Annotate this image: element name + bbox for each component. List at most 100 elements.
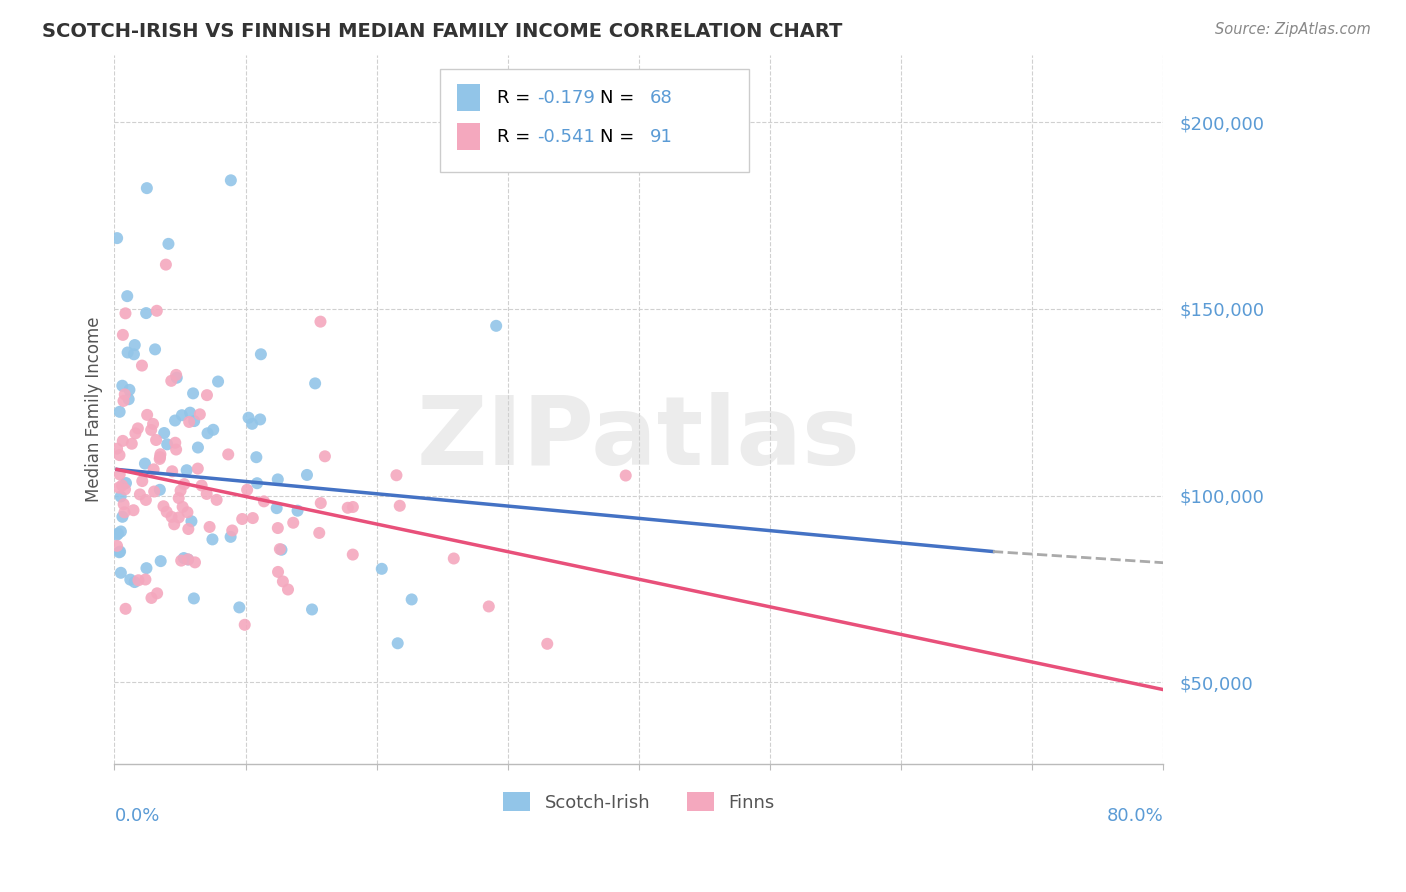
Point (111, 327, 134, 342)
Point (219, 530, 242, 544)
Point (179, 406, 201, 420)
Point (179, 415, 201, 429)
Point (287, 504, 309, 518)
Point (108, 467, 131, 482)
Point (195, 388, 218, 402)
Point (283, 516, 305, 530)
Point (117, 345, 139, 359)
Point (443, 551, 465, 566)
Point (165, 413, 187, 427)
Point (401, 592, 423, 607)
Text: R =: R = (498, 128, 536, 145)
Point (115, 289, 138, 303)
Point (120, 573, 142, 587)
Point (156, 505, 179, 519)
Point (115, 476, 138, 491)
Text: -0.179: -0.179 (537, 88, 595, 107)
Point (295, 467, 318, 482)
Point (385, 468, 408, 483)
Point (242, 511, 264, 525)
Point (146, 586, 169, 600)
Point (141, 591, 163, 605)
Point (240, 417, 263, 431)
Point (233, 617, 256, 632)
Point (108, 481, 131, 495)
Point (105, 231, 128, 245)
Point (108, 448, 131, 462)
Point (165, 442, 187, 457)
Point (105, 527, 128, 541)
Point (121, 436, 143, 450)
Legend: Scotch-Irish, Finns: Scotch-Irish, Finns (496, 785, 782, 819)
Point (388, 499, 411, 513)
Point (172, 500, 194, 514)
Point (170, 408, 193, 422)
Point (142, 417, 165, 431)
Point (152, 500, 174, 514)
Point (134, 573, 156, 587)
Point (153, 425, 176, 440)
Point (114, 505, 136, 519)
Point (249, 412, 271, 426)
FancyBboxPatch shape (457, 84, 481, 112)
Point (111, 478, 134, 492)
Text: 91: 91 (650, 128, 672, 145)
Point (134, 457, 156, 471)
Point (201, 533, 224, 547)
Point (198, 520, 221, 534)
Point (195, 487, 218, 501)
Point (149, 452, 172, 467)
Point (111, 509, 134, 524)
Point (112, 497, 135, 511)
Text: ZIPatlas: ZIPatlas (418, 392, 860, 484)
Point (202, 423, 225, 437)
Text: N =: N = (600, 128, 640, 145)
Text: 80.0%: 80.0% (1107, 807, 1163, 825)
Point (614, 468, 637, 483)
Point (110, 490, 132, 504)
Point (156, 437, 179, 451)
Point (266, 501, 288, 516)
Point (135, 492, 157, 507)
Text: -0.541: -0.541 (537, 128, 595, 145)
Point (141, 423, 163, 437)
Point (127, 421, 149, 435)
Point (342, 500, 364, 514)
Point (478, 599, 501, 614)
Point (309, 496, 332, 510)
Point (110, 566, 132, 580)
Point (228, 600, 250, 615)
Point (108, 544, 131, 558)
Point (217, 447, 239, 461)
Point (183, 414, 205, 428)
Point (177, 552, 200, 566)
Point (219, 173, 242, 187)
Point (309, 315, 332, 329)
Point (177, 552, 200, 566)
Point (135, 181, 157, 195)
Point (308, 525, 330, 540)
Point (111, 378, 134, 392)
Point (124, 426, 146, 441)
Point (277, 582, 299, 597)
Point (253, 494, 276, 508)
Text: SCOTCH-IRISH VS FINNISH MEDIAN FAMILY INCOME CORRELATION CHART: SCOTCH-IRISH VS FINNISH MEDIAN FAMILY IN… (42, 22, 842, 41)
FancyBboxPatch shape (440, 70, 749, 172)
Point (188, 408, 211, 422)
Point (122, 503, 145, 517)
Point (165, 368, 187, 382)
Point (170, 553, 193, 567)
Point (304, 376, 326, 391)
Point (127, 574, 149, 588)
Text: 0.0%: 0.0% (114, 807, 160, 825)
Point (166, 370, 188, 384)
Point (107, 526, 129, 541)
Point (124, 338, 146, 352)
Point (149, 554, 172, 568)
Point (267, 472, 290, 486)
Point (304, 837, 326, 851)
Point (246, 476, 269, 491)
Point (129, 487, 152, 501)
Point (124, 575, 146, 590)
Point (231, 512, 253, 526)
